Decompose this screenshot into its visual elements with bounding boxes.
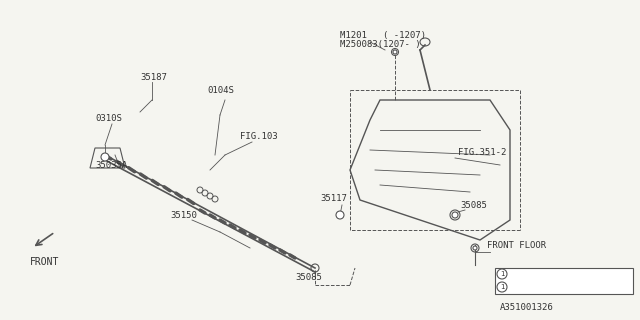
Circle shape: [497, 282, 507, 292]
Text: FRONT FLOOR: FRONT FLOOR: [487, 241, 546, 250]
Bar: [495, 268, 633, 294]
Text: W410038: W410038: [512, 269, 545, 278]
Text: 1: 1: [500, 284, 504, 290]
Text: 0104S: 0104S: [207, 85, 234, 94]
Text: 35150: 35150: [170, 211, 197, 220]
Text: 35085: 35085: [460, 201, 487, 210]
Circle shape: [393, 50, 397, 54]
Text: 35117: 35117: [320, 194, 347, 203]
Text: FIG.351-2: FIG.351-2: [458, 148, 506, 156]
Text: FRONT: FRONT: [30, 257, 60, 267]
Text: 35187: 35187: [140, 73, 167, 82]
Text: ( -1209): ( -1209): [567, 269, 604, 278]
Text: 0310S: 0310S: [95, 114, 122, 123]
Text: 35035A: 35035A: [95, 161, 127, 170]
Circle shape: [452, 212, 458, 218]
Circle shape: [336, 211, 344, 219]
Text: M1201   ( -1207): M1201 ( -1207): [340, 30, 426, 39]
Text: M250083(1207- ): M250083(1207- ): [340, 39, 420, 49]
Circle shape: [101, 153, 109, 161]
Circle shape: [473, 246, 477, 250]
Text: 35085: 35085: [295, 274, 322, 283]
Text: W410045: W410045: [512, 283, 545, 292]
Text: A351001326: A351001326: [500, 303, 554, 313]
Text: (1209- ): (1209- ): [567, 283, 604, 292]
Circle shape: [497, 269, 507, 279]
Text: 1: 1: [500, 271, 504, 277]
Text: FIG.103: FIG.103: [240, 132, 278, 140]
